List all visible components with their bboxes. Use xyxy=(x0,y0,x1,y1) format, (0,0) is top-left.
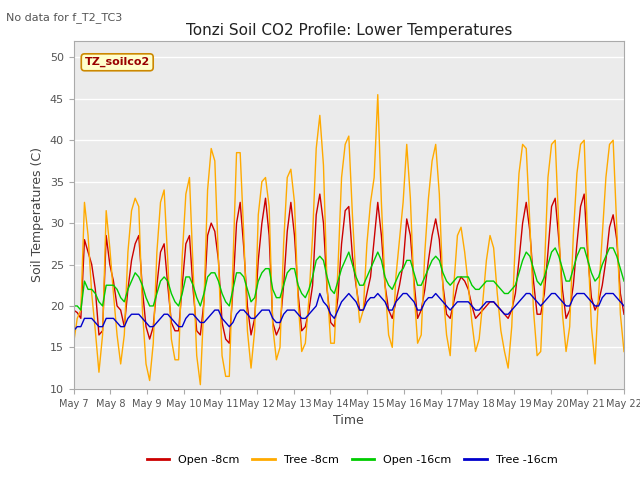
X-axis label: Time: Time xyxy=(333,414,364,427)
Legend: Open -8cm, Tree -8cm, Open -16cm, Tree -16cm: Open -8cm, Tree -8cm, Open -16cm, Tree -… xyxy=(142,451,562,469)
Text: No data for f_T2_TC3: No data for f_T2_TC3 xyxy=(6,12,123,23)
Text: TZ_soilco2: TZ_soilco2 xyxy=(84,57,150,67)
Title: Tonzi Soil CO2 Profile: Lower Temperatures: Tonzi Soil CO2 Profile: Lower Temperatur… xyxy=(186,23,512,38)
Y-axis label: Soil Temperatures (C): Soil Temperatures (C) xyxy=(31,147,44,282)
